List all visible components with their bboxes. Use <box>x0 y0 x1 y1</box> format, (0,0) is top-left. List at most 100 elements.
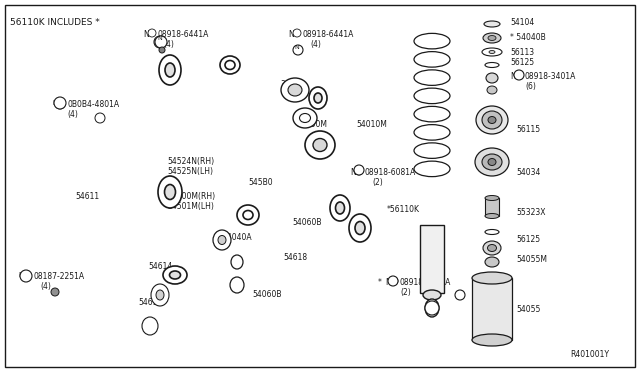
Text: N: N <box>288 30 294 39</box>
Ellipse shape <box>355 221 365 234</box>
Text: (6): (6) <box>525 82 536 91</box>
Ellipse shape <box>476 106 508 134</box>
Text: 54611: 54611 <box>75 192 99 201</box>
Circle shape <box>20 270 32 282</box>
Ellipse shape <box>305 131 335 159</box>
Ellipse shape <box>485 196 499 201</box>
Text: 54501M(LH): 54501M(LH) <box>167 202 214 211</box>
Text: 54055: 54055 <box>516 305 540 314</box>
Text: 54060B: 54060B <box>252 290 282 299</box>
Text: (4): (4) <box>163 40 174 49</box>
Text: N: N <box>157 36 162 41</box>
Text: 54034: 54034 <box>516 168 540 177</box>
Circle shape <box>515 71 523 79</box>
Ellipse shape <box>159 55 181 85</box>
Circle shape <box>390 277 398 285</box>
Ellipse shape <box>472 334 512 346</box>
Text: B: B <box>18 272 23 278</box>
Circle shape <box>95 113 105 123</box>
Ellipse shape <box>488 116 496 124</box>
Ellipse shape <box>313 138 327 151</box>
Bar <box>472 278 512 340</box>
Ellipse shape <box>423 290 441 300</box>
Circle shape <box>455 290 465 300</box>
Ellipse shape <box>237 205 259 225</box>
Text: * 54040B: * 54040B <box>510 33 546 42</box>
Ellipse shape <box>231 255 243 269</box>
Ellipse shape <box>485 257 499 267</box>
Text: 56110K INCLUDES *: 56110K INCLUDES * <box>10 18 100 27</box>
Text: 08918-6081A: 08918-6081A <box>365 168 416 177</box>
Ellipse shape <box>414 52 450 67</box>
Ellipse shape <box>488 244 497 251</box>
Text: B: B <box>52 100 57 106</box>
Ellipse shape <box>164 185 175 199</box>
Text: 08918-3441A: 08918-3441A <box>400 278 451 287</box>
Text: 08918-3401A: 08918-3401A <box>525 72 577 81</box>
Ellipse shape <box>218 235 226 244</box>
Text: 54524N(RH): 54524N(RH) <box>167 157 214 166</box>
Ellipse shape <box>472 272 512 284</box>
Ellipse shape <box>163 266 187 284</box>
Text: *56110K: *56110K <box>387 205 420 214</box>
Ellipse shape <box>483 241 501 255</box>
Text: 54500M(RH): 54500M(RH) <box>167 192 215 201</box>
Text: 54050M: 54050M <box>296 120 327 129</box>
Ellipse shape <box>414 106 450 122</box>
Circle shape <box>425 301 439 315</box>
Text: 54613: 54613 <box>138 298 163 307</box>
Ellipse shape <box>151 284 169 306</box>
Ellipse shape <box>482 111 502 129</box>
Ellipse shape <box>314 93 322 103</box>
Text: 56125: 56125 <box>510 58 534 67</box>
Circle shape <box>293 29 301 37</box>
Text: 54010M: 54010M <box>356 120 387 129</box>
Circle shape <box>55 99 65 109</box>
Ellipse shape <box>482 48 502 56</box>
Circle shape <box>21 271 31 281</box>
Bar <box>420 225 444 293</box>
Ellipse shape <box>300 113 310 122</box>
Text: 54060B: 54060B <box>292 218 321 227</box>
Ellipse shape <box>288 84 302 96</box>
Ellipse shape <box>414 143 450 158</box>
Text: *: * <box>378 278 382 287</box>
Text: N: N <box>510 72 516 81</box>
Bar <box>485 198 499 216</box>
Ellipse shape <box>293 108 317 128</box>
Ellipse shape <box>486 73 498 83</box>
Circle shape <box>293 45 303 55</box>
Text: 54618: 54618 <box>283 253 307 262</box>
Ellipse shape <box>165 63 175 77</box>
Circle shape <box>514 70 524 80</box>
Text: 54104: 54104 <box>510 18 534 27</box>
Text: 54525N(LH): 54525N(LH) <box>167 167 213 176</box>
Text: 0B0B4-4801A: 0B0B4-4801A <box>67 100 119 109</box>
Ellipse shape <box>487 86 497 94</box>
Text: 54614: 54614 <box>148 262 172 271</box>
Ellipse shape <box>414 33 450 49</box>
Ellipse shape <box>281 78 309 102</box>
Ellipse shape <box>330 195 350 221</box>
Ellipse shape <box>485 214 499 218</box>
Text: 54040A: 54040A <box>222 233 252 242</box>
Ellipse shape <box>220 56 240 74</box>
Ellipse shape <box>485 230 499 234</box>
Ellipse shape <box>489 51 495 54</box>
Text: N: N <box>294 45 299 50</box>
Text: 56115: 56115 <box>516 125 540 134</box>
Circle shape <box>154 36 166 48</box>
Ellipse shape <box>170 271 180 279</box>
Ellipse shape <box>243 211 253 219</box>
Text: (4): (4) <box>67 110 78 119</box>
Ellipse shape <box>475 148 509 176</box>
Text: 08918-6441A: 08918-6441A <box>158 30 209 39</box>
Ellipse shape <box>488 35 496 41</box>
Ellipse shape <box>230 277 244 293</box>
Text: 56113: 56113 <box>510 48 534 57</box>
Text: N: N <box>143 30 148 39</box>
Ellipse shape <box>488 158 496 166</box>
Ellipse shape <box>484 21 500 27</box>
Ellipse shape <box>309 87 327 109</box>
Ellipse shape <box>414 70 450 86</box>
